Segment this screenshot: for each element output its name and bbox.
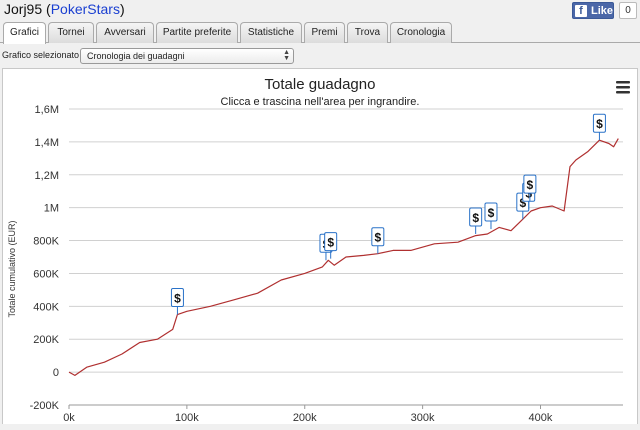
marker-box	[371, 227, 385, 247]
y-tick-label: 600K	[33, 268, 59, 280]
event-marker: $	[592, 113, 606, 141]
facebook-icon: f	[575, 4, 587, 17]
event-marker: $	[484, 202, 498, 230]
profit-chart[interactable]: Totale guadagno Clicca e trascina nell'a…	[3, 69, 637, 425]
tab-trova[interactable]: Trova	[347, 22, 388, 43]
y-tick-label: 200K	[33, 334, 59, 346]
event-marker: $	[371, 227, 385, 254]
marker-label: $	[374, 231, 381, 245]
x-tick-label: 100k	[175, 412, 199, 424]
graph-selector-value: Cronologia dei guadagni	[87, 51, 185, 61]
marker-label: $	[488, 206, 495, 220]
marker-label: $	[596, 117, 603, 131]
series-line	[68, 138, 619, 376]
event-marker: $	[523, 174, 537, 202]
marker-box	[170, 288, 184, 308]
marker-label: $	[527, 178, 534, 192]
tab-cronologia[interactable]: Cronologia	[390, 22, 452, 43]
tab-bar: Grafici Tornei Avversari Partite preferi…	[0, 22, 640, 44]
menu-icon[interactable]	[616, 81, 630, 94]
like-label: Like	[590, 4, 613, 17]
event-marker: $	[170, 288, 184, 315]
x-tick-label: 400k	[529, 412, 553, 424]
graph-selector-dropdown[interactable]: Cronologia dei guadagni ▲ ▼	[80, 48, 294, 64]
marker-box	[592, 113, 606, 133]
marker-box	[469, 207, 483, 227]
y-tick-label: 800K	[33, 236, 59, 248]
y-tick-label: 400K	[33, 301, 59, 313]
marker-label: $	[327, 236, 334, 250]
y-tick-label: 1,2M	[35, 170, 59, 182]
marker-label: $	[519, 196, 526, 210]
event-marker: $	[469, 207, 483, 234]
like-count: 0	[619, 2, 637, 19]
marker-label: $	[174, 292, 181, 306]
marker-box	[324, 232, 338, 252]
player-name: Jorj95	[4, 1, 43, 17]
y-axis-ticks: -200K 0 200K 400K 600K 800K 1M 1,2M 1,4M 1,6M	[30, 104, 60, 412]
graph-selector-label: Grafico selezionato	[2, 50, 80, 60]
chart-title: Totale guadagno	[265, 76, 376, 93]
x-tick-label: 0k	[63, 412, 75, 424]
tab-statistiche[interactable]: Statistiche	[240, 22, 302, 43]
y-tick-label: 1,4M	[35, 137, 59, 149]
marker-label: $	[472, 211, 479, 225]
x-tick-label: 300k	[411, 412, 435, 424]
x-tick-label: 200k	[293, 412, 317, 424]
y-tick-label: 1M	[44, 203, 59, 215]
tab-grafici[interactable]: Grafici	[3, 22, 46, 44]
y-tick-label: 1,6M	[35, 104, 59, 116]
markers-group: $$$$$$$$$$	[170, 113, 606, 315]
series-group	[68, 138, 619, 376]
chart-subtitle: Clicca e trascina nell'area per ingrandi…	[221, 96, 420, 108]
y-tick-label: -200K	[30, 400, 60, 412]
select-arrows-icon: ▲ ▼	[283, 49, 290, 62]
gridlines	[69, 108, 623, 406]
player-title: Jorj95 (PokerStars)	[4, 1, 125, 17]
header: Jorj95 (PokerStars) f Like 0	[0, 0, 640, 20]
tab-partite-preferite[interactable]: Partite preferite	[156, 22, 238, 43]
site-link[interactable]: PokerStars	[50, 1, 120, 17]
marker-box	[523, 174, 537, 194]
marker-box	[484, 202, 498, 222]
graph-selector-row: Grafico selezionato Cronologia dei guada…	[0, 48, 640, 66]
event-marker: $	[324, 232, 338, 259]
chart-panel[interactable]: Totale guadagno Clicca e trascina nell'a…	[2, 68, 638, 424]
tab-avversari[interactable]: Avversari	[96, 22, 154, 43]
facebook-like-button[interactable]: f Like	[572, 2, 614, 19]
y-tick-label: 0	[53, 367, 59, 379]
x-axis-ticks: 0k 100k 200k 300k 400k	[63, 404, 623, 424]
tab-premi[interactable]: Premi	[304, 22, 345, 43]
tab-tornei[interactable]: Tornei	[48, 22, 94, 43]
y-axis-label: Totale cumulativo (EUR)	[7, 220, 17, 317]
